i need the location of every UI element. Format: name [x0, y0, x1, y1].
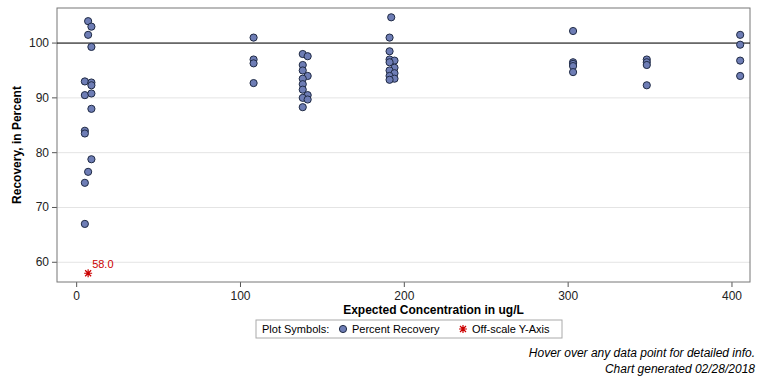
- legend-title: Plot Symbols:: [262, 323, 329, 335]
- point: [81, 78, 88, 85]
- grid-line: [57, 43, 750, 44]
- x-tick: [568, 282, 569, 287]
- point: [81, 92, 88, 99]
- point: [386, 76, 393, 83]
- point: [737, 41, 744, 48]
- y-tick-label: 90: [36, 91, 50, 105]
- x-tick-label: 0: [73, 289, 80, 303]
- point: [643, 82, 650, 89]
- point: [737, 31, 744, 38]
- legend-label: Off-scale Y-Axis: [472, 323, 550, 335]
- point: [643, 61, 650, 68]
- x-tick: [731, 282, 732, 287]
- legend: Plot Symbols: Percent Recovery Off-scale Y…: [256, 320, 562, 338]
- legend-box: [256, 320, 562, 338]
- x-tick: [240, 282, 241, 287]
- y-tick-label: 80: [36, 146, 50, 160]
- point: [737, 72, 744, 79]
- point: [569, 69, 576, 76]
- legend-label: Percent Recovery: [352, 323, 440, 335]
- point: [88, 23, 95, 30]
- point: [250, 60, 257, 67]
- point: [88, 90, 95, 97]
- point: [88, 156, 95, 163]
- point: [84, 269, 92, 277]
- x-tick: [76, 282, 77, 287]
- x-tick-label: 300: [558, 289, 578, 303]
- point: [88, 105, 95, 112]
- grid-line: [57, 97, 750, 98]
- y-tick-label: 70: [36, 200, 50, 214]
- footer-note: Hover over any data point for detailed i…: [529, 346, 755, 360]
- y-tick: [52, 97, 57, 98]
- y-tick: [52, 43, 57, 44]
- point: [299, 104, 306, 111]
- grid-line: [57, 152, 750, 153]
- plot-area: [57, 14, 750, 278]
- point: [250, 34, 257, 41]
- x-tick-label: 100: [230, 289, 250, 303]
- x-tick-label: 400: [722, 289, 742, 303]
- y-tick: [52, 262, 57, 263]
- plot-frame: [57, 8, 750, 282]
- point: [250, 79, 257, 86]
- point: [88, 82, 95, 89]
- data-label: 58.0: [92, 258, 113, 270]
- point: [85, 168, 92, 175]
- grid-line: [57, 262, 750, 263]
- y-tick: [52, 152, 57, 153]
- y-axis-title: Recovery, in Percent: [10, 86, 24, 204]
- point: [88, 43, 95, 50]
- reference-line: [57, 43, 750, 44]
- point: [85, 31, 92, 38]
- y-tick-label: 100: [29, 36, 49, 50]
- point: [304, 96, 311, 103]
- legend-marker: [339, 325, 346, 332]
- legend-marker: [459, 325, 467, 333]
- point: [81, 179, 88, 186]
- grid-line: [57, 207, 750, 208]
- x-axis-title: Expected Concentration in ug/L: [343, 303, 524, 317]
- point: [81, 130, 88, 137]
- x-tick: [404, 282, 405, 287]
- point: [569, 27, 576, 34]
- y-tick-label: 60: [36, 255, 50, 269]
- footer-note: Chart generated 02/28/2018: [605, 362, 755, 376]
- point: [386, 34, 393, 41]
- point: [386, 48, 393, 55]
- point: [81, 220, 88, 227]
- y-tick: [52, 207, 57, 208]
- x-tick-label: 200: [394, 289, 414, 303]
- point: [737, 57, 744, 64]
- chart: 60 70 80 90 100 0 100 200 300 400 58.0 Expected Con…: [0, 0, 768, 384]
- point: [388, 14, 395, 21]
- point: [304, 53, 311, 60]
